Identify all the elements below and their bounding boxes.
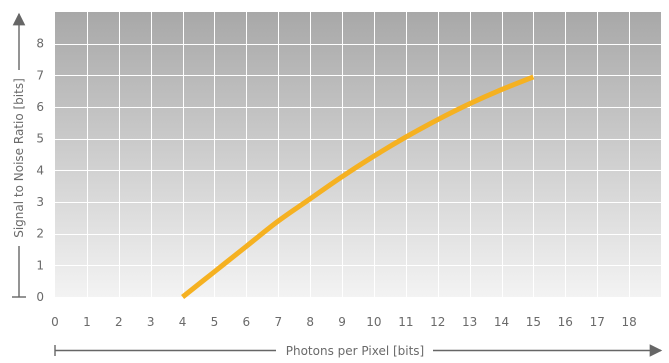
x-tick-labels: 0 1 2 3 4 5 6 7 8 9 10 11 12 13 14 15 16 17 18 [51,315,637,329]
y-tick-label: 0 [36,290,44,304]
x-tick-label: 9 [338,315,346,329]
series-layer [181,74,535,299]
series-line [181,74,535,299]
x-tick-label: 2 [115,315,123,329]
x-tick-label: 10 [366,315,381,329]
y-tick-label: 2 [36,227,44,241]
x-tick-label: 6 [243,315,251,329]
x-tick-label: 5 [211,315,219,329]
x-tick-label: 11 [398,315,413,329]
y-tick-label: 5 [36,132,44,146]
y-tick-label: 1 [36,258,44,272]
x-axis: Photons per Pixel [bits] [54,344,663,358]
x-tick-label: 17 [590,315,605,329]
x-tick-label: 3 [147,315,155,329]
x-tick-label: 16 [558,315,573,329]
y-tick-labels: 0 1 2 3 4 5 6 7 8 [36,37,44,304]
x-tick-label: 0 [51,315,59,329]
x-tick-label: 14 [494,315,509,329]
grid [55,12,661,297]
y-tick-label: 7 [36,68,44,82]
x-tick-label: 1 [83,315,91,329]
x-tick-label: 8 [306,315,314,329]
x-tick-label: 13 [462,315,477,329]
x-tick-label: 18 [621,315,636,329]
y-tick-label: 3 [36,195,44,209]
y-tick-label: 8 [36,37,44,51]
x-tick-label: 12 [430,315,445,329]
x-tick-label: 4 [179,315,187,329]
x-tick-label: 15 [526,315,541,329]
y-axis: Signal to Noise Ratio [bits] [12,12,26,298]
plot-background [55,12,661,297]
x-tick-label: 7 [274,315,282,329]
y-tick-label: 4 [36,163,44,177]
y-tick-label: 6 [36,100,44,114]
y-axis-title: Signal to Noise Ratio [bits] [12,78,26,238]
x-axis-title: Photons per Pixel [bits] [286,344,425,358]
